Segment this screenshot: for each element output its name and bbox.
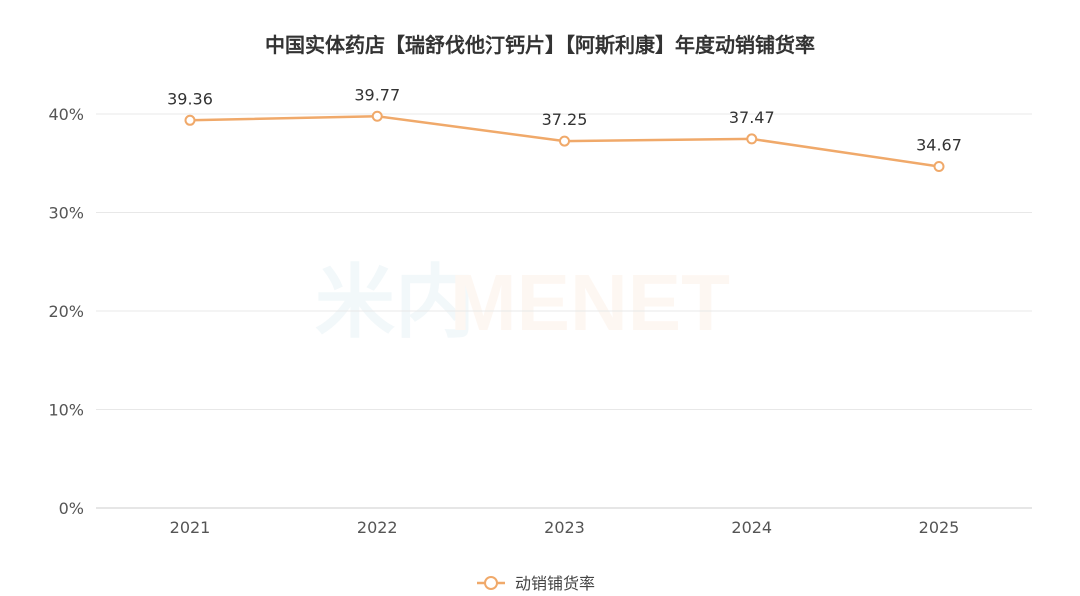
- data-label: 39.77: [354, 85, 400, 104]
- watermark-en: MENET: [450, 258, 730, 347]
- data-labels: 39.36 39.77 37.25 37.47 34.67: [167, 85, 962, 154]
- legend-label: 动销铺货率: [515, 574, 595, 593]
- y-tick-label: 10%: [48, 401, 84, 420]
- x-tick-label: 2023: [544, 518, 585, 537]
- y-tick-label: 30%: [48, 204, 84, 223]
- x-tick-label: 2021: [170, 518, 211, 537]
- data-label: 34.67: [916, 136, 962, 155]
- data-point: [933, 161, 945, 173]
- data-label: 37.47: [729, 108, 775, 127]
- series-line: [184, 110, 945, 173]
- gridlines: [96, 113, 1032, 509]
- watermark: 米内 MENET: [315, 258, 730, 347]
- y-tick-label: 20%: [48, 302, 84, 321]
- x-tick-label: 2025: [919, 518, 960, 537]
- x-axis-ticks: 2021 2022 2023 2024 2025: [170, 518, 960, 537]
- x-tick-label: 2024: [731, 518, 772, 537]
- chart-title: 中国实体药店【瑞舒伐他汀钙片】【阿斯利康】年度动销铺货率: [265, 33, 815, 57]
- y-tick-label: 40%: [48, 105, 84, 124]
- data-point: [746, 133, 758, 145]
- x-tick-label: 2022: [357, 518, 398, 537]
- y-axis-ticks: 0% 10% 20% 30% 40%: [48, 105, 84, 518]
- data-label: 37.25: [542, 110, 588, 129]
- data-point: [371, 110, 383, 122]
- data-point: [559, 135, 570, 147]
- data-label: 39.36: [167, 89, 213, 108]
- data-point: [184, 114, 196, 126]
- legend-marker-icon: [484, 576, 498, 590]
- y-tick-label: 0%: [59, 499, 84, 518]
- legend[interactable]: 动销铺货率: [477, 574, 595, 593]
- watermark-cn: 米内: [315, 258, 475, 347]
